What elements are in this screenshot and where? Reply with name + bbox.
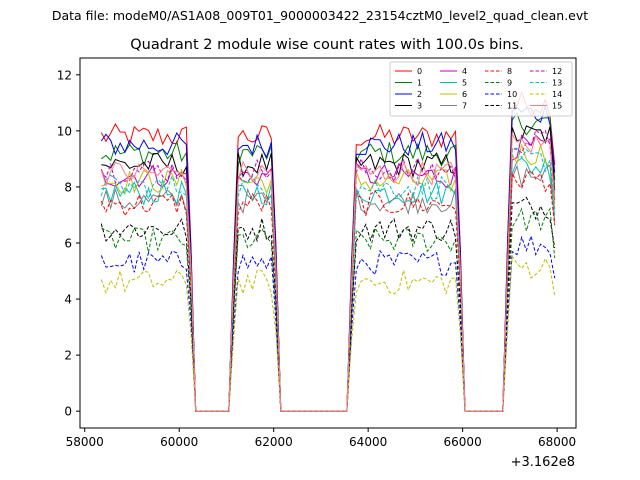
x-axis: 58000 60000 62000 64000 66000 68000 <box>66 428 576 449</box>
y-tick-label: 10 <box>57 124 72 138</box>
y-tick-label: 4 <box>64 293 72 307</box>
chart-title: Quadrant 2 module wise count rates with … <box>130 37 524 53</box>
legend-label: 11 <box>507 102 517 111</box>
x-tick-label: 64000 <box>349 435 387 449</box>
y-tick-label: 2 <box>64 349 72 363</box>
legend-label: 6 <box>462 90 467 99</box>
x-tick-label: 58000 <box>66 435 104 449</box>
y-tick-label: 0 <box>64 405 72 419</box>
legend-label: 15 <box>552 102 562 111</box>
y-tick-label: 8 <box>64 180 72 194</box>
legend-label: 8 <box>507 67 512 76</box>
y-axis: 0 2 4 6 8 10 12 <box>57 68 80 419</box>
legend-label: 1 <box>417 79 422 88</box>
legend-label: 9 <box>507 79 512 88</box>
legend-box <box>389 61 573 117</box>
series-layer <box>100 90 556 412</box>
legend-label: 2 <box>417 90 422 99</box>
figure-suptitle: Data file: modeM0/AS1A08_009T01_90000034… <box>52 8 588 23</box>
legend-label: 3 <box>417 102 422 111</box>
y-tick-label: 12 <box>57 68 72 82</box>
legend-label: 13 <box>552 79 562 88</box>
x-tick-label: 66000 <box>444 435 482 449</box>
legend-label: 4 <box>462 67 467 76</box>
series-line-15 <box>100 132 556 412</box>
legend-label: 12 <box>552 67 562 76</box>
axes-background <box>80 58 576 428</box>
x-tick-label: 68000 <box>538 435 576 449</box>
legend-label: 5 <box>462 79 467 88</box>
legend-label: 10 <box>507 90 517 99</box>
legend-label: 14 <box>552 90 562 99</box>
x-tick-label: 60000 <box>160 435 198 449</box>
x-offset-text: +3.162e8 <box>511 455 575 470</box>
legend-label: 7 <box>462 102 467 111</box>
legend-label: 0 <box>417 67 422 76</box>
plot-area <box>79 57 577 429</box>
x-tick-label: 62000 <box>255 435 293 449</box>
y-tick-label: 6 <box>64 237 72 251</box>
